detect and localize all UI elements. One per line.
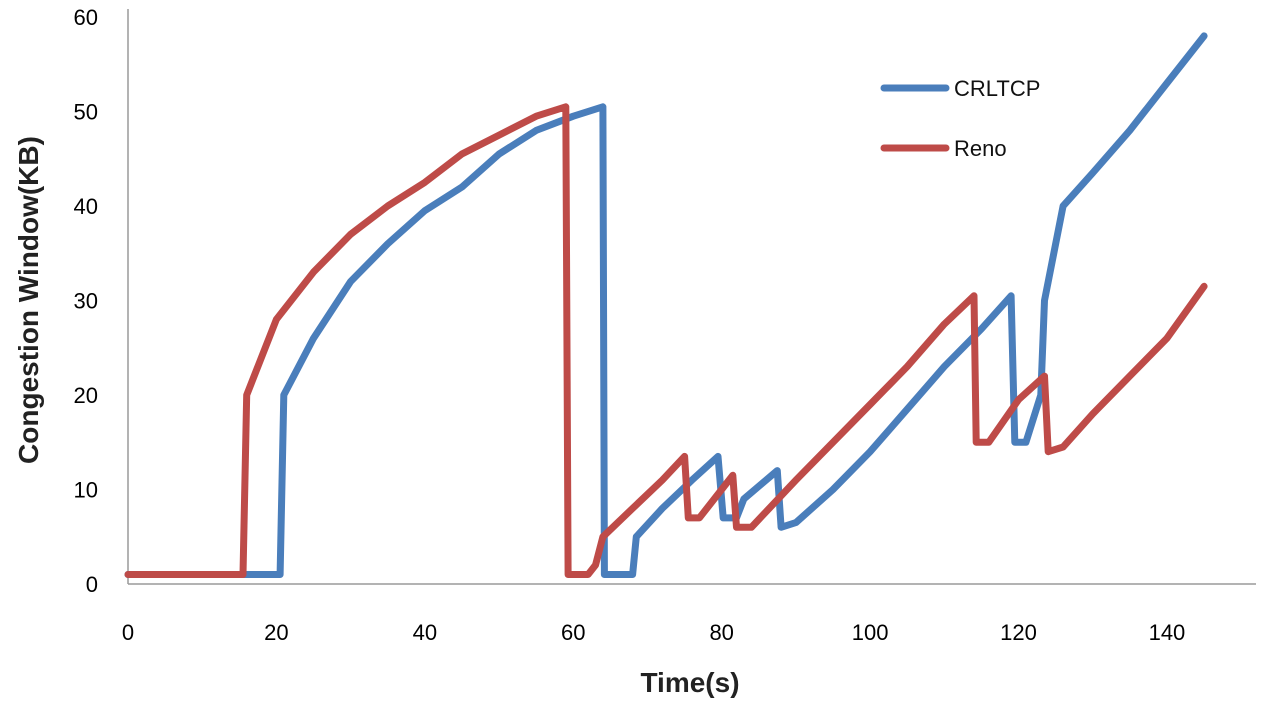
y-tick-label: 40 [74,194,98,219]
legend: CRLTCP Reno [880,76,1040,161]
x-tick-label: 0 [122,620,134,645]
y-tick-labels: 0 10 20 30 40 50 60 [74,5,98,597]
y-axis-title: Congestion Window(KB) [13,136,44,464]
x-tick-label: 20 [264,620,288,645]
series-lines [124,32,1208,578]
series-line-reno [124,103,1208,578]
chart-axes [127,9,1256,585]
series-line-crltcp [124,32,1208,578]
x-tick-label: 40 [413,620,437,645]
y-tick-label: 30 [74,289,98,314]
y-tick-label: 0 [86,572,98,597]
y-tick-label: 10 [74,478,98,503]
y-tick-label: 20 [74,383,98,408]
y-tick-label: 50 [74,100,98,125]
x-tick-label: 60 [561,620,585,645]
x-tick-label: 140 [1149,620,1186,645]
legend-label-crltcp: CRLTCP [954,76,1040,101]
y-tick-label: 60 [74,5,98,30]
x-tick-label: 80 [709,620,733,645]
x-tick-label: 100 [852,620,889,645]
x-tick-labels: 0 20 40 60 80 100 120 140 [122,620,1185,645]
legend-label-reno: Reno [954,136,1007,161]
x-tick-label: 120 [1000,620,1037,645]
x-axis-title: Time(s) [640,667,739,698]
